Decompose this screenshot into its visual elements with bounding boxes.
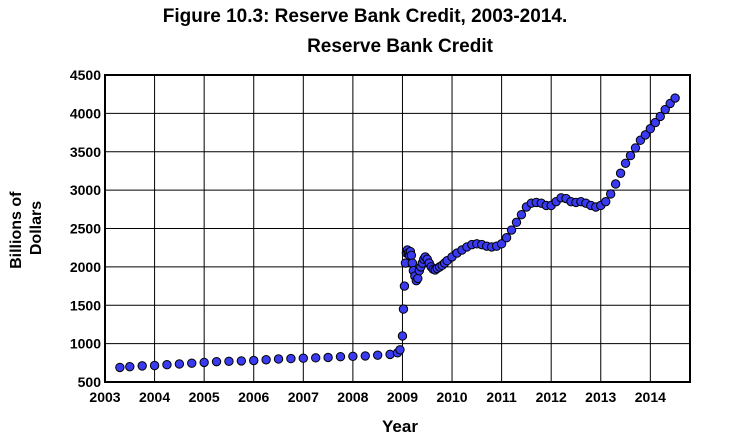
data-point (605, 189, 616, 199)
data-point (174, 359, 185, 369)
data-point (496, 239, 507, 249)
data-point (511, 217, 522, 228)
data-point (249, 355, 259, 366)
data-point (372, 350, 383, 360)
y-tick-label: 4000 (70, 105, 101, 121)
data-point (413, 273, 423, 284)
data-point (115, 362, 125, 373)
data-point (601, 196, 611, 207)
data-point (199, 357, 209, 368)
data-point (660, 104, 670, 115)
x-tick-label: 2008 (337, 389, 368, 405)
x-axis-label: Year (382, 417, 418, 436)
data-point (650, 117, 660, 128)
data-point (397, 331, 408, 341)
x-tick-label: 2004 (139, 389, 170, 405)
data-point (655, 111, 665, 122)
x-tick-label: 2011 (486, 389, 517, 405)
data-point (149, 360, 160, 371)
data-point (125, 361, 135, 372)
data-point (610, 179, 621, 189)
figure-title: Figure 10.3: Reserve Bank Credit, 2003-2… (162, 6, 568, 27)
x-tick-label: 2006 (238, 389, 269, 405)
y-tick-label: 3500 (70, 144, 101, 160)
y-tick-label: 2500 (70, 221, 101, 237)
chart-title: Reserve Bank Credit (307, 36, 493, 57)
y-tick-label: 500 (78, 374, 102, 390)
data-point (640, 130, 651, 140)
data-point (398, 304, 409, 314)
data-point (399, 281, 410, 291)
data-point (406, 250, 417, 261)
x-tick-label: 2013 (585, 389, 616, 405)
data-point (187, 358, 197, 368)
data-point (407, 258, 418, 268)
data-point (506, 225, 517, 235)
x-tick-label: 2005 (189, 389, 220, 405)
data-point (348, 351, 358, 361)
data-point (360, 351, 370, 361)
x-tick-labels: 2003 2004 2005 2006 2007 2008 2009 2010 2011 2012… (89, 389, 666, 405)
x-tick-label: 2010 (436, 389, 467, 405)
data-point (273, 354, 284, 364)
data-point (670, 93, 680, 103)
data-point (162, 360, 172, 370)
data-point (516, 209, 527, 220)
y-tick-label: 2000 (70, 259, 101, 275)
data-point (335, 351, 346, 362)
data-point (236, 356, 247, 366)
data-point (298, 353, 309, 363)
data-point (625, 150, 636, 161)
data-point (395, 345, 405, 355)
x-tick-label: 2007 (288, 389, 319, 405)
data-point (137, 361, 147, 371)
x-tick-label: 2009 (387, 389, 418, 405)
data-point (645, 124, 656, 134)
y-axis-label: Billions of Dollars (8, 187, 45, 269)
data-point (620, 158, 631, 168)
plot-frame (104, 74, 691, 383)
data-point (286, 353, 296, 364)
y-tick-label: 1500 (70, 297, 101, 313)
y-tick-label: 1000 (70, 336, 101, 352)
data-point (211, 356, 222, 367)
data-point (261, 355, 271, 365)
data-point (615, 168, 626, 178)
y-tick-labels: 500 1000 1500 2000 2500 3000 3500 4000 4500 (70, 67, 101, 390)
y-tick-label: 3000 (70, 182, 101, 198)
data-point (501, 233, 512, 243)
x-tick-label: 2014 (635, 389, 666, 405)
data-points (115, 93, 680, 373)
grid-lines (104, 74, 690, 383)
data-point (323, 352, 333, 363)
y-tick-label: 4500 (70, 67, 101, 83)
data-point (310, 353, 321, 363)
x-tick-label: 2003 (89, 389, 120, 405)
data-point (385, 349, 395, 360)
data-point (630, 143, 641, 153)
data-point (224, 356, 234, 366)
x-tick-label: 2012 (536, 389, 567, 405)
